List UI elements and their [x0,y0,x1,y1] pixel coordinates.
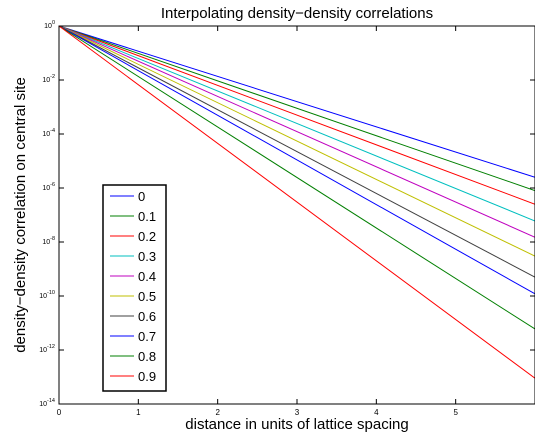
chart-title: Interpolating density−density correlatio… [161,5,433,22]
legend-label-0.1: 0.1 [138,209,156,224]
series-line-0.8 [58,25,535,330]
series-line-0.2 [58,25,535,205]
series-line-0.1 [58,25,535,192]
legend-label-0.8: 0.8 [138,349,156,364]
legend-label-0.2: 0.2 [138,229,156,244]
legend: 0 0.1 0.2 0.3 0.4 0.5 0.6 0.7 0.8 0.9 [102,184,167,392]
y-tick-label: 10-6 [42,182,55,192]
y-tick-label: 10-14 [39,398,55,408]
y-tick-label: 10-4 [42,128,55,138]
x-tick-label: 3 [295,408,300,417]
x-tick-label: 2 [215,408,220,417]
legend-label-0.6: 0.6 [138,309,156,324]
series-layer [58,25,535,379]
x-tick-label: 1 [136,408,141,417]
series-line-0.4 [58,25,535,238]
legend-label-0.9: 0.9 [138,369,156,384]
legend-label-0.4: 0.4 [138,269,156,284]
series-line-0.7 [58,25,535,295]
series-line-0 [58,25,535,178]
y-tick-label: 100 [44,20,55,30]
legend-label-0.5: 0.5 [138,289,156,304]
legend-label-0.7: 0.7 [138,329,156,344]
y-tick-label: 10-10 [39,290,55,300]
y-tick-label: 10-12 [39,344,55,354]
y-axis-label: density−density correlation on central s… [12,77,29,353]
y-ticks: 100 10-2 10-4 10-6 10-8 10-10 10-12 10-14 [39,20,535,408]
series-line-0.9 [58,25,535,379]
legend-label-0: 0 [138,189,145,204]
x-tick-label: 0 [57,408,62,417]
x-ticks: 0 1 2 3 4 5 [57,26,458,417]
y-tick-label: 10-8 [42,236,55,246]
series-line-0.3 [58,25,535,222]
series-line-0.5 [58,25,535,257]
legend-box [102,184,167,392]
series-line-0.6 [58,25,535,278]
x-tick-label: 5 [453,408,458,417]
legend-label-0.3: 0.3 [138,249,156,264]
y-tick-label: 10-2 [42,74,55,84]
x-tick-label: 4 [374,408,379,417]
x-axis-label: distance in units of lattice spacing [185,416,408,433]
